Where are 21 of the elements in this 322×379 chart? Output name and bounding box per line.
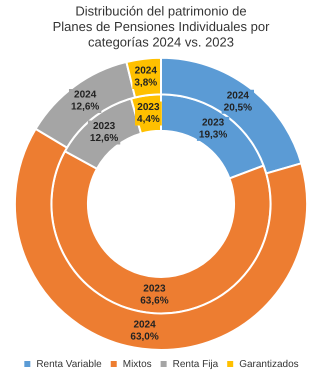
data-label: 12,6% bbox=[70, 102, 100, 113]
data-label: 4,4% bbox=[137, 114, 160, 126]
text: 2024 bbox=[74, 90, 96, 101]
text: 2023 bbox=[202, 118, 224, 129]
text: 2024 bbox=[134, 66, 157, 77]
legend-label: Renta Variable bbox=[36, 358, 102, 370]
legend-label: Mixtos bbox=[122, 358, 152, 370]
text: 2023 bbox=[92, 121, 116, 132]
data-label: 3,8% bbox=[134, 78, 158, 89]
text: 2023 bbox=[143, 284, 166, 295]
data-label: 20,5% bbox=[224, 102, 252, 114]
slice-label: 2024 bbox=[226, 90, 250, 102]
data-label: 63,6% bbox=[140, 296, 169, 307]
data-label: 63,0% bbox=[130, 331, 159, 342]
legend-label: Garantizados bbox=[239, 358, 299, 370]
chart-title: Distribución del patrimonio de Planes de Pensiones Individuales por categorías 2024 vs. 2023 bbox=[52, 3, 270, 50]
legend-label: Renta Fija bbox=[172, 358, 219, 370]
text: 2024 bbox=[133, 319, 156, 330]
data-label: 12,6% bbox=[90, 133, 118, 144]
slice-label: 2023 bbox=[137, 102, 160, 114]
data-label: 19,3% bbox=[198, 130, 228, 141]
